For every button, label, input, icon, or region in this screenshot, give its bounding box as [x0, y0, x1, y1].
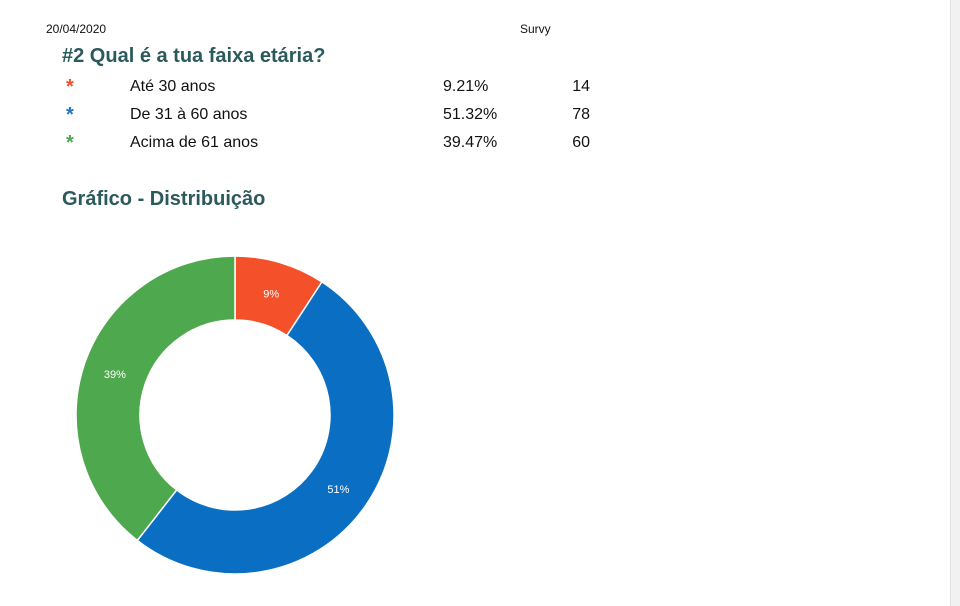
- asterisk-icon: *: [66, 104, 74, 126]
- asterisk-icon: *: [66, 132, 74, 154]
- answer-label: Até 30 anos: [130, 78, 216, 95]
- slice-label: 51%: [327, 484, 349, 496]
- answer-percent: 9.21%: [443, 78, 489, 95]
- answer-count: 14: [572, 78, 590, 95]
- slice-label: 39%: [104, 369, 126, 381]
- slice-label: 9%: [263, 288, 279, 300]
- answer-label: De 31 à 60 anos: [130, 106, 248, 123]
- app-name: Survy: [520, 22, 551, 36]
- answer-label: Acima de 61 anos: [130, 134, 259, 151]
- question-title: #2 Qual é a tua faixa etária?: [62, 45, 326, 67]
- report-date: 20/04/2020: [46, 22, 107, 36]
- donut-chart: 9% 51% 39%: [75, 255, 395, 575]
- donut-slice: [75, 255, 236, 542]
- chart-title: Gráfico - Distribuição: [62, 188, 266, 210]
- answer-count: 60: [572, 134, 590, 151]
- asterisk-icon: *: [66, 76, 74, 98]
- donut-slice: [136, 280, 395, 575]
- answer-percent: 39.47%: [443, 134, 498, 151]
- answer-percent: 51.32%: [443, 106, 498, 123]
- answer-count: 78: [572, 106, 590, 123]
